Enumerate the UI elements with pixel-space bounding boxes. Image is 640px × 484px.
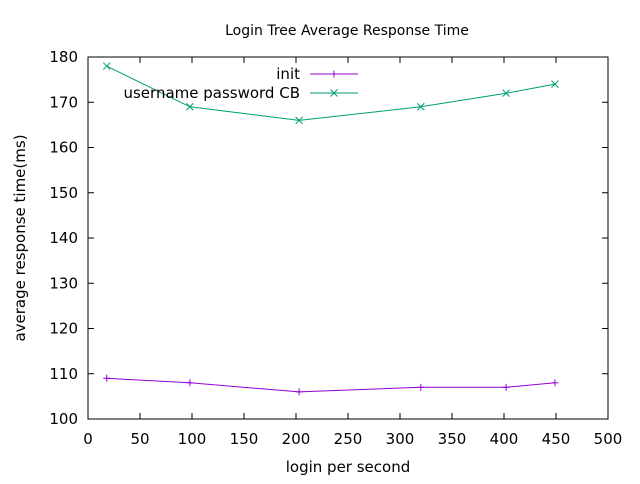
x-tick-label: 50 xyxy=(130,430,149,448)
x-tick-label: 200 xyxy=(282,430,311,448)
data-point-marker xyxy=(102,62,111,70)
x-tick-label: 400 xyxy=(490,430,519,448)
data-point-marker xyxy=(295,388,303,396)
x-tick-label: 450 xyxy=(542,430,571,448)
data-point-marker xyxy=(416,102,425,111)
series-line xyxy=(106,65,556,121)
y-tick-label: 180 xyxy=(49,48,78,66)
x-tick-label: 500 xyxy=(594,430,623,448)
y-tick-label: 130 xyxy=(49,274,78,292)
x-axis: 0 50 100 150 200 250 300 350 400 450 500 xyxy=(83,57,622,448)
legend-marker xyxy=(330,89,338,97)
y-tick-label: 170 xyxy=(49,93,78,111)
x-tick-label: 100 xyxy=(178,430,207,448)
legend-label: init xyxy=(276,65,300,83)
data-point-marker xyxy=(551,80,559,89)
y-tick-label: 150 xyxy=(49,184,78,202)
y-tick-label: 140 xyxy=(49,229,78,247)
legend-label: username password CB xyxy=(123,84,300,102)
data-point-marker xyxy=(551,379,559,387)
series-1 xyxy=(102,62,559,125)
data-point-marker xyxy=(295,116,303,125)
legend-marker xyxy=(330,70,338,78)
legend-item: init xyxy=(276,65,358,83)
data-point-marker xyxy=(502,89,510,98)
x-tick-label: 300 xyxy=(386,430,415,448)
data-point-marker xyxy=(417,383,425,391)
y-tick-label: 100 xyxy=(49,410,78,428)
data-point-marker xyxy=(502,383,510,391)
data-point-marker xyxy=(103,374,111,382)
x-tick-label: 350 xyxy=(438,430,467,448)
data-point-marker xyxy=(186,379,194,387)
chart-title: Login Tree Average Response Time xyxy=(225,23,469,39)
y-axis: 100 110 120 130 140 150 160 170 180 xyxy=(49,48,608,428)
series-line xyxy=(106,377,556,393)
y-tick-label: 160 xyxy=(49,139,78,157)
x-tick-label: 0 xyxy=(83,430,93,448)
series-layer xyxy=(102,62,559,396)
y-axis-label: average response time(ms) xyxy=(11,134,29,341)
legend-item: username password CB xyxy=(123,84,358,102)
y-tick-label: 110 xyxy=(49,365,78,383)
x-tick-label: 150 xyxy=(230,430,259,448)
x-tick-label: 250 xyxy=(334,430,363,448)
series-0 xyxy=(103,374,559,396)
x-axis-label: login per second xyxy=(286,458,411,476)
y-tick-label: 120 xyxy=(49,320,78,338)
data-point-marker xyxy=(186,102,194,111)
